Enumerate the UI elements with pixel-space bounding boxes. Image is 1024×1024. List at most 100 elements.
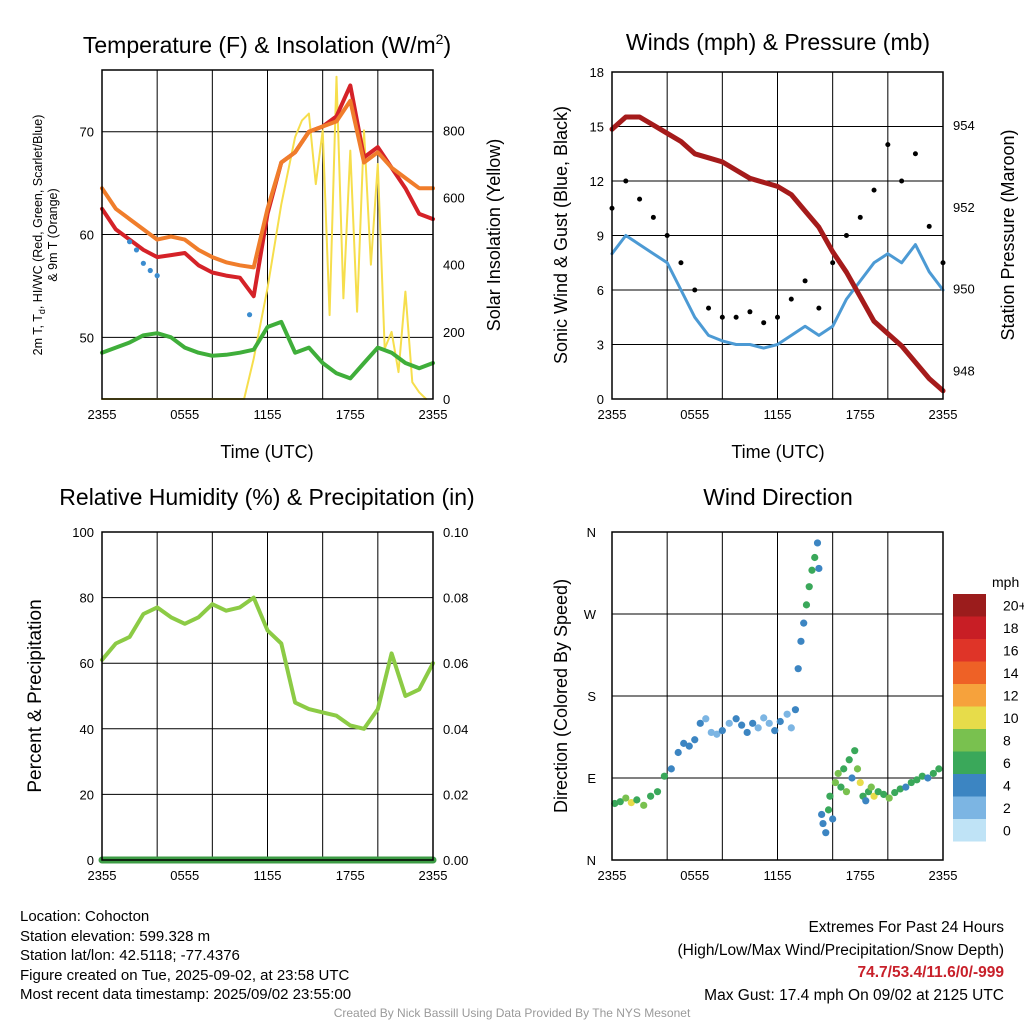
winds-y-axis-label: Sonic Wind & Gust (Blue, Black) — [551, 106, 571, 364]
legend-label: 6 — [1003, 755, 1011, 771]
temp-x-axis-label: Time (UTC) — [220, 442, 313, 462]
winds-x-tick-label: 2355 — [598, 407, 627, 422]
winds-y2-tick-label: 948 — [953, 363, 975, 378]
wind-direction-point — [818, 810, 826, 819]
wind-direction-point — [913, 776, 921, 784]
wind-direction-point — [880, 790, 888, 799]
wind-direction-point — [653, 788, 662, 796]
wind-direction-point — [924, 774, 932, 782]
legend-swatch — [953, 774, 986, 797]
wind-direction-point — [851, 747, 859, 755]
wind-direction-point — [885, 794, 893, 802]
wind-direction-point — [725, 719, 733, 727]
wind-direction-point — [667, 765, 675, 773]
figure-created: Figure created on Tue, 2025-09-02, at 23… — [20, 966, 350, 984]
legend-label: 0 — [1003, 822, 1011, 838]
temp-x-tick-label: 0555 — [170, 407, 199, 422]
legend-swatch — [953, 729, 986, 752]
legend-label: 14 — [1003, 665, 1019, 681]
max-gust: Max Gust: 17.4 mph On 09/02 at 2125 UTC — [704, 986, 1004, 1004]
temp-y-tick-label: 60 — [80, 228, 94, 243]
wind-direction-point — [808, 566, 816, 574]
wind-direction-point — [918, 772, 926, 780]
wind-direction-point — [640, 801, 648, 809]
gust-point — [692, 287, 698, 293]
wind-direction-point — [732, 715, 740, 723]
temp-y-axis-label: 2m T, Td, HI/WC (Red, Green, Scarlet/Blu… — [31, 115, 47, 356]
sonic-wind-line — [610, 234, 945, 350]
wdir-y-tick-label: W — [584, 607, 597, 622]
rh-y2-tick-label: 0.10 — [443, 525, 468, 540]
temp-y2-axis-label: Solar Insolation (Yellow) — [484, 139, 504, 331]
extremes-subheading: (High/Low/Max Wind/Precipitation/Snow De… — [677, 941, 1005, 959]
wind-direction-point — [834, 769, 842, 778]
gust-point — [678, 260, 684, 266]
rh-panel-title: Relative Humidity (%) & Precipitation (i… — [59, 484, 474, 510]
wind-direction-point — [713, 730, 721, 738]
wind-direction-point — [829, 815, 837, 823]
wind-direction-point — [891, 788, 899, 797]
gust-point — [816, 305, 822, 311]
rh-x-tick-label: 2355 — [419, 868, 448, 883]
winds-y-tick-label: 9 — [597, 229, 604, 244]
wind-direction-point — [660, 772, 669, 780]
wind-direction-point — [765, 719, 773, 727]
wind-direction-point — [718, 727, 726, 735]
gust-point — [637, 196, 643, 202]
gust-point — [912, 151, 918, 157]
insolation-line — [101, 75, 428, 400]
wind-direction-point — [627, 799, 635, 807]
wind-direction-point — [743, 728, 751, 737]
wdir-x-tick-label: 2355 — [598, 868, 627, 883]
rh-y2-tick-label: 0.08 — [443, 591, 468, 606]
temperature-9m-line — [100, 98, 435, 270]
pressure-line — [609, 114, 946, 394]
temp-x-tick-label: 2355 — [419, 407, 448, 422]
legend-label: 20+ — [1003, 597, 1024, 613]
wind-direction-point — [935, 765, 943, 773]
rh-frame — [101, 531, 434, 861]
gust-point — [802, 278, 808, 284]
temp-y2-tick-label: 400 — [443, 258, 465, 273]
wind-direction-point — [842, 788, 851, 796]
winds-panel-title: Winds (mph) & Pressure (mb) — [626, 29, 930, 55]
wdir-x-tick-label: 1155 — [764, 868, 792, 883]
wind-direction-point — [680, 739, 688, 747]
temp-y-tick-label: 50 — [80, 330, 94, 345]
winds-x-axis-label: Time (UTC) — [731, 442, 824, 462]
wind-direction-point — [845, 756, 853, 764]
wind-direction-point — [760, 714, 768, 722]
gust-point — [650, 214, 656, 220]
temp-y-axis-label-2: & 9m T (Orange) — [46, 188, 60, 281]
gust-point — [664, 233, 670, 238]
wind-direction-point — [707, 728, 715, 737]
wind-direction-point — [819, 819, 827, 828]
wdir-y-tick-label: N — [587, 525, 596, 540]
gust-point — [926, 223, 932, 229]
wind-direction-point — [702, 715, 710, 723]
wind-direction-point — [633, 796, 641, 804]
rh-y-tick-label: 20 — [80, 787, 94, 802]
rh-y-tick-label: 0 — [87, 853, 94, 868]
wind-direction-point — [874, 788, 882, 796]
wind-direction-point — [907, 778, 915, 787]
gust-point — [761, 320, 767, 326]
wind-direction-point — [776, 717, 784, 726]
wind-direction-point — [738, 721, 746, 729]
temp-y2-tick-label: 600 — [443, 191, 465, 206]
windchill-point — [126, 239, 133, 245]
wind-direction-point — [691, 736, 699, 744]
wind-direction-point — [815, 564, 823, 573]
wdir-x-tick-label: 0555 — [680, 868, 709, 883]
dewpoint-line — [100, 319, 435, 381]
temp-x-tick-label: 2355 — [88, 407, 117, 422]
wind-direction-point — [797, 637, 805, 645]
wind-direction-point — [622, 794, 630, 802]
rh-x-tick-label: 2355 — [88, 868, 117, 883]
temp-y-tick-label: 70 — [80, 125, 94, 140]
legend-swatch — [953, 639, 986, 662]
wind-direction-point — [862, 797, 870, 805]
winds-y-tick-label: 15 — [590, 120, 604, 135]
legend-label: 8 — [1003, 732, 1011, 748]
gust-point — [843, 233, 849, 238]
